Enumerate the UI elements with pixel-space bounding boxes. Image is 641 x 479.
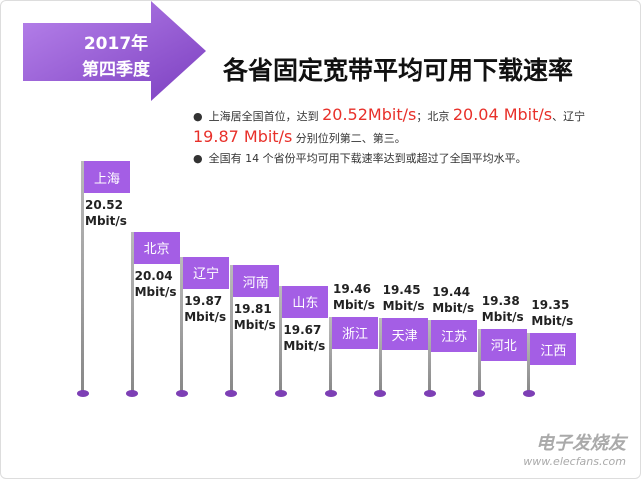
flag: 河南 [232,265,279,298]
flag: 上海 [84,161,130,193]
notes: ● 上海居全国首位，达到 20.52Mbit/s；北京 20.04 Mbit/s、… [193,105,613,169]
note-text: 20.04 Mbit/s [452,105,553,124]
pole [378,318,382,393]
pole-base [324,390,337,397]
badge-arrow [23,1,206,101]
note: ● 上海居全国首位，达到 20.52Mbit/s；北京 20.04 Mbit/s、… [193,105,613,149]
value-label: 19.46 Mbit/s [333,281,375,312]
value-label: 19.81 Mbit/s [233,302,276,333]
pole-base [522,390,535,397]
pole-base [175,390,188,397]
value-label: 19.38 Mbit/s [481,293,524,324]
flag: 天津 [381,318,428,351]
flag: 浙江 [332,316,378,349]
chart-title: 各省固定宽带平均可用下载速率 [223,56,574,85]
note-text: 20.52Mbit/s [322,105,417,124]
pole-base [374,390,387,397]
value-label: 19.87 Mbit/s [184,293,227,324]
pole [329,316,332,393]
note-text: 、辽宁 [552,110,586,123]
badge-year: 2017年 [83,34,149,54]
note-text: 19.87 Mbit/s [193,127,293,146]
pole [428,319,432,393]
value-label: 19.45 Mbit/s [382,283,425,314]
pole [527,333,531,393]
flag: 北京 [133,231,180,264]
flag: 河北 [480,328,527,361]
pole [130,231,134,393]
value-label: 19.35 Mbit/s [531,298,574,328]
flag: 江西 [530,333,577,365]
pole-base [274,390,287,397]
pole [81,161,84,393]
watermark-url: www.elecfans.com [523,455,626,468]
bullet: ● [193,152,203,165]
value-label: 20.52 Mbit/s [85,198,127,228]
pole [477,328,481,393]
badge-quarter: 第四季度 [82,60,150,80]
watermark-name: 电子发烧友 [536,433,626,454]
flag: 辽宁 [183,256,230,289]
note-text: 上海居全国首位，达到 [208,110,323,123]
note-text: 分别位列第二、第三。 [292,132,406,145]
note: ● 全国有 14 个省份平均可用下载速率达到或超过了全国平均水平。 [193,149,613,169]
watermark: 电子发烧友 www.elecfans.com [523,429,626,468]
pole-base [423,390,436,397]
pole-base [76,390,89,397]
pole-base [225,390,238,397]
pole [279,285,283,393]
value-label: 19.67 Mbit/s [283,322,326,353]
note-text: 全国有 14 个省份平均可用下载速率达到或超过了全国平均水平。 [208,152,527,165]
badge: 2017年 第四季度 [61,31,171,83]
pole-base [473,390,486,397]
bullet: ● [193,110,203,123]
pole [180,256,184,393]
value-label: 19.44 Mbit/s [432,284,475,315]
note-text: ；北京 [416,110,453,123]
flag: 江苏 [431,319,478,352]
pole [229,265,233,393]
flag: 山东 [282,285,329,318]
value-label: 20.04 Mbit/s [134,268,177,299]
pole-base [126,390,139,397]
